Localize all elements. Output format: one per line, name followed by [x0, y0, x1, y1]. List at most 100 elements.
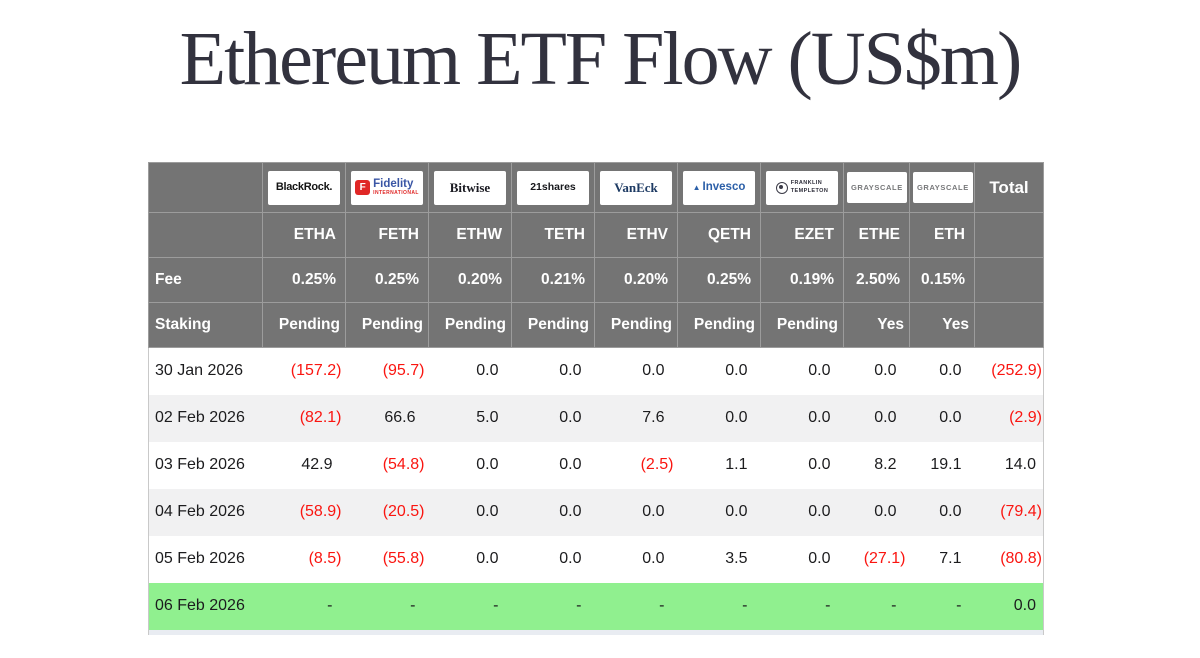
ticker-cell: EZET — [760, 212, 844, 258]
flow-value-cell: 0.0 — [843, 394, 910, 442]
fee-cell: 0.20% — [428, 257, 512, 303]
staking-cell: Yes — [843, 302, 910, 348]
flow-value-cell: 0.0 — [677, 488, 761, 536]
flow-value-cell: 0.0 — [909, 488, 975, 536]
staking-cell: Pending — [511, 302, 595, 348]
flow-row: 06 Feb 2026- - - - - - - - -0.0 — [148, 582, 1044, 630]
total-value-cell: (80.8) — [974, 535, 1044, 583]
flow-value-cell: 19.1 — [909, 441, 975, 489]
fee-row: Fee 0.25% 0.25% 0.20% 0.21% 0.20% 0.25% 0.19% 2.… — [148, 257, 1044, 303]
flow-value-cell: - — [760, 582, 844, 630]
blackrock-logo: BlackRock. — [268, 170, 340, 205]
total-value-cell: 14.0 — [974, 441, 1044, 489]
flow-value-cell: 0.0 — [511, 394, 595, 442]
flow-value-cell: - — [843, 582, 910, 630]
date-cell: 05 Feb 2026 — [148, 535, 263, 583]
ticker-cell: ETHW — [428, 212, 512, 258]
corner-cell — [148, 212, 263, 258]
flow-value-cell: 0.0 — [760, 347, 844, 395]
flow-value-cell: - — [594, 582, 678, 630]
flow-value-cell: (157.2) — [262, 347, 346, 395]
flow-value-cell: - — [511, 582, 595, 630]
fee-cell: 0.20% — [594, 257, 678, 303]
fee-row-label: Fee — [148, 257, 263, 303]
flow-value-cell: 0.0 — [677, 394, 761, 442]
ticker-cell: ETHE — [843, 212, 910, 258]
flow-value-cell: 0.0 — [511, 535, 595, 583]
flow-row: 30 Jan 2026 (157.2) (95.7) 0.0 0.0 0.0 0.0 0.0 0… — [148, 347, 1044, 395]
ticker-cell: ETHA — [262, 212, 346, 258]
issuer-logo-cell: Bitwise — [428, 162, 512, 213]
flow-value-cell: 0.0 — [843, 347, 910, 395]
flow-value-cell: (54.8) — [345, 441, 429, 489]
flow-value-cell: 42.9 — [262, 441, 346, 489]
fee-cell: 0.19% — [760, 257, 844, 303]
staking-cell: Pending — [594, 302, 678, 348]
flow-value-cell: 0.0 — [843, 488, 910, 536]
date-cell: 04 Feb 2026 — [148, 488, 263, 536]
bitwise-logo: Bitwise — [434, 170, 506, 205]
issuer-logo-row: BlackRock. F Fidelity INTERNATIONAL Bitwise 2… — [148, 162, 1044, 213]
franklin-head-icon — [775, 181, 788, 194]
issuer-logo-cell: GRAYSCALE — [909, 162, 975, 213]
flow-value-cell: 7.6 — [594, 394, 678, 442]
fidelity-logo: F Fidelity INTERNATIONAL — [351, 170, 423, 205]
issuer-logo-cell: VanEck — [594, 162, 678, 213]
flow-value-cell: (20.5) — [345, 488, 429, 536]
fee-cell: 0.25% — [677, 257, 761, 303]
flow-value-cell: (27.1) — [843, 535, 910, 583]
flow-value-cell: 0.0 — [511, 347, 595, 395]
flow-value-cell: - — [909, 582, 975, 630]
issuer-logo-cell: BlackRock. — [262, 162, 346, 213]
staking-cell: Yes — [909, 302, 975, 348]
fee-cell: 0.15% — [909, 257, 975, 303]
flow-value-cell: (95.7) — [345, 347, 429, 395]
invesco-logo: ▲ Invesco — [683, 170, 755, 205]
21shares-logo: 21shares — [517, 170, 589, 205]
staking-cell: Pending — [760, 302, 844, 348]
total-value-cell: 0.0 — [974, 582, 1044, 630]
flow-value-cell: 0.0 — [428, 488, 512, 536]
empty-cell — [974, 302, 1044, 348]
ticker-cell: ETH — [909, 212, 975, 258]
flow-value-cell: 8.2 — [843, 441, 910, 489]
flow-value-cell: 0.0 — [428, 441, 512, 489]
staking-cell: Pending — [262, 302, 346, 348]
flow-value-cell: 0.0 — [511, 441, 595, 489]
flow-value-cell: - — [428, 582, 512, 630]
flow-value-cell: - — [262, 582, 346, 630]
flow-value-cell: 0.0 — [677, 347, 761, 395]
fee-cell: 0.21% — [511, 257, 595, 303]
staking-row: Staking Pending Pending Pending Pending Pendi… — [148, 302, 1044, 348]
issuer-logo-cell: ▲ Invesco — [677, 162, 761, 213]
clipped-next-row — [148, 629, 1044, 635]
staking-cell: Pending — [345, 302, 429, 348]
flow-row: 05 Feb 2026 (8.5) (55.8) 0.0 0.0 0.0 3.5 0.0 (27… — [148, 535, 1044, 583]
empty-cell — [974, 257, 1044, 303]
staking-row-label: Staking — [148, 302, 263, 348]
grayscale-logo: GRAYSCALE — [913, 172, 973, 203]
flow-value-cell: (2.5) — [594, 441, 678, 489]
flow-value-cell: 3.5 — [677, 535, 761, 583]
date-cell: 06 Feb 2026 — [148, 582, 263, 630]
flow-value-cell: - — [345, 582, 429, 630]
date-cell: 30 Jan 2026 — [148, 347, 263, 395]
flow-row: 03 Feb 2026 42.9 (54.8) 0.0 0.0 (2.5) 1.1 0.0 8.… — [148, 441, 1044, 489]
ticker-cell: QETH — [677, 212, 761, 258]
flow-value-cell: 0.0 — [594, 347, 678, 395]
total-value-cell: (2.9) — [974, 394, 1044, 442]
issuer-logo-cell: GRAYSCALE — [843, 162, 910, 213]
flow-value-cell: 66.6 — [345, 394, 429, 442]
franklin-templeton-logo: FRANKLIN TEMPLETON — [766, 170, 838, 205]
page-title: Ethereum ETF Flow (US$m) — [179, 17, 1023, 101]
flow-value-cell: 1.1 — [677, 441, 761, 489]
total-value-cell: (79.4) — [974, 488, 1044, 536]
issuer-logo-cell: 21shares — [511, 162, 595, 213]
flow-value-cell: 0.0 — [760, 394, 844, 442]
flow-value-cell: (58.9) — [262, 488, 346, 536]
vaneck-logo: VanEck — [600, 170, 672, 205]
ticker-cell: ETHV — [594, 212, 678, 258]
issuer-logo-cell: FRANKLIN TEMPLETON — [760, 162, 844, 213]
ticker-cell: TETH — [511, 212, 595, 258]
